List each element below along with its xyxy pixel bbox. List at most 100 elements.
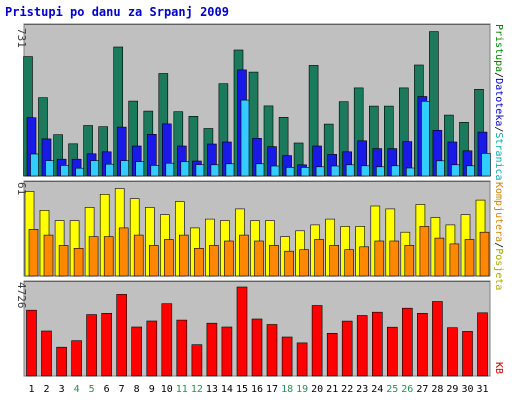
bar-kb-day-19 <box>296 342 308 377</box>
bar-kompjutera-day-10 <box>164 239 174 277</box>
bar-kompjutera-day-6 <box>103 236 114 277</box>
bar-kb-day-31 <box>477 312 488 377</box>
bar-kb-day-7 <box>116 294 127 377</box>
bar-kompjutera-day-7 <box>118 227 129 277</box>
bar-stranica-day-2 <box>45 160 55 177</box>
bar-kb-day-10 <box>161 303 173 377</box>
x-tick-label: 22 <box>341 384 353 395</box>
bar-kompjutera-day-14 <box>224 240 234 277</box>
legend-entry: Kompjutera <box>493 182 504 242</box>
bar-stranica-day-26 <box>405 167 416 177</box>
bar-kompjutera-day-9 <box>149 245 159 277</box>
bar-stranica-day-6 <box>105 163 115 177</box>
bar-stranica-day-16 <box>255 163 266 177</box>
bar-stranica-day-3 <box>60 165 70 177</box>
bar-kb-day-13 <box>206 322 218 377</box>
bar-kb-day-9 <box>146 320 158 377</box>
bar-kb-day-1 <box>26 309 37 377</box>
bar-kompjutera-day-15 <box>239 234 249 277</box>
bar-kompjutera-day-28 <box>434 237 445 277</box>
bar-kompjutera-day-13 <box>209 245 219 277</box>
bar-kb-day-12 <box>191 344 203 377</box>
bar-stranica-day-28 <box>436 160 446 177</box>
legend-separator: / <box>493 72 504 78</box>
bar-kompjutera-day-26 <box>404 245 415 277</box>
x-tick-label: 6 <box>104 384 110 395</box>
ymax-label-visits: 61 <box>15 182 28 195</box>
x-tick-label: 11 <box>176 384 188 395</box>
bar-stranica-day-7 <box>120 160 130 177</box>
bar-kb-day-4 <box>71 340 82 377</box>
bar-stranica-day-21 <box>330 165 341 177</box>
bar-kompjutera-day-1 <box>28 229 39 277</box>
bar-stranica-day-13 <box>210 164 221 177</box>
x-tick-label: 10 <box>161 384 173 395</box>
bar-stranica-day-12 <box>195 164 206 177</box>
bar-stranica-day-18 <box>285 167 296 177</box>
x-tick-label: 23 <box>356 384 368 395</box>
bar-kompjutera-day-12 <box>194 248 204 277</box>
bar-stranica-day-20 <box>315 166 326 177</box>
bar-stranica-day-9 <box>150 165 161 177</box>
bar-kb-day-26 <box>401 307 413 377</box>
bar-kompjutera-day-2 <box>43 234 54 277</box>
ymax-label-hits: 731 <box>15 28 28 48</box>
bar-kb-day-6 <box>101 312 112 377</box>
chart-title: Pristupi po danu za Srpanj 2009 <box>5 5 229 19</box>
bar-kompjutera-day-5 <box>88 236 99 277</box>
bar-stranica-day-8 <box>135 161 145 177</box>
bar-stranica-day-27 <box>421 101 431 177</box>
bar-kb-day-17 <box>266 324 278 377</box>
bar-kb-day-21 <box>326 332 338 377</box>
bar-stranica-day-29 <box>451 164 461 177</box>
bar-stranica-day-10 <box>165 162 176 177</box>
bar-kompjutera-day-3 <box>58 245 69 277</box>
bar-stranica-day-17 <box>270 165 281 177</box>
bar-kb-day-27 <box>417 312 428 377</box>
bar-kompjutera-day-17 <box>269 245 279 277</box>
x-tick-label: 21 <box>326 384 338 395</box>
bar-kompjutera-day-18 <box>284 250 294 277</box>
x-tick-label: 27 <box>416 384 428 395</box>
x-tick-label: 12 <box>191 384 203 395</box>
bar-kompjutera-day-16 <box>254 240 264 277</box>
bar-kompjutera-day-27 <box>419 226 430 277</box>
x-tick-label: 5 <box>89 384 95 395</box>
bar-kompjutera-day-4 <box>73 248 84 277</box>
bar-kb-day-30 <box>462 331 473 377</box>
bar-kompjutera-day-19 <box>299 249 309 277</box>
bar-stranica-day-31 <box>481 153 491 177</box>
bar-kb-day-11 <box>176 319 188 377</box>
x-axis-labels: 1 2 3 4 5 6 7 8 9 10 11 12 13 14 15 16 17 18 19 20 21 22 23 24 2… <box>28 384 488 395</box>
bar-stranica-day-30 <box>466 165 476 177</box>
panel-hits <box>23 23 491 177</box>
bar-kb-day-3 <box>56 346 67 377</box>
bar-stranica-day-1 <box>30 153 40 177</box>
x-tick-label: 1 <box>28 384 34 395</box>
x-tick-label: 16 <box>251 384 263 395</box>
x-tick-label: 20 <box>311 384 323 395</box>
bar-stranica-day-19 <box>300 167 311 177</box>
bar-kompjutera-day-22 <box>344 249 355 277</box>
x-tick-label: 17 <box>266 384 278 395</box>
x-tick-label: 7 <box>119 384 125 395</box>
x-tick-label: 2 <box>43 384 49 395</box>
bar-stranica-day-22 <box>345 164 356 177</box>
bar-kb-day-29 <box>447 327 458 377</box>
x-tick-label: 29 <box>446 384 458 395</box>
panel-visits <box>23 180 491 277</box>
x-tick-label: 31 <box>476 384 488 395</box>
legend-separator: / <box>493 126 504 132</box>
legend-hosts-visits: Kompjutera/Posjeta <box>493 182 504 290</box>
bar-kb-day-28 <box>432 301 443 377</box>
x-tick-label: 9 <box>149 384 155 395</box>
legend-entry: Stranica <box>493 132 504 180</box>
bar-kompjutera-day-11 <box>179 234 189 277</box>
bar-kompjutera-day-23 <box>359 246 370 277</box>
panel-kb <box>23 280 491 377</box>
x-tick-label: 3 <box>59 384 65 395</box>
bar-kb-day-20 <box>311 305 323 377</box>
bar-stranica-day-4 <box>75 167 85 177</box>
bar-kompjutera-day-8 <box>133 234 144 277</box>
